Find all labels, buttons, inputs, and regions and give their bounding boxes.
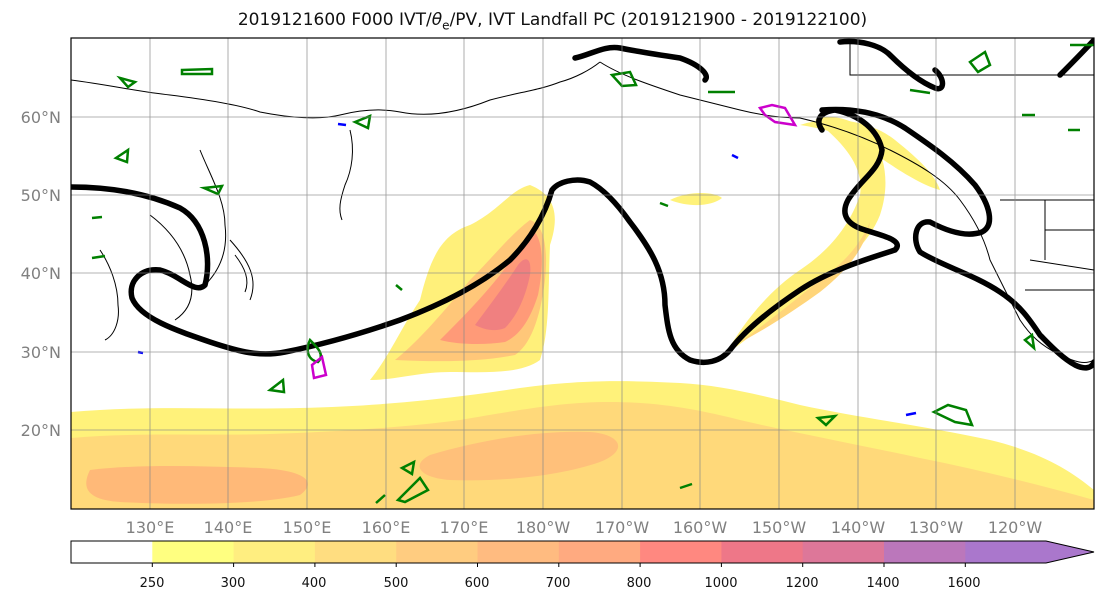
lon-label-180w: 180°W — [516, 518, 571, 537]
lon-label-170e: 170°E — [440, 518, 489, 537]
colorbar-label-600: 600 — [465, 576, 490, 591]
lat-label-60n: 60°N — [21, 108, 61, 127]
colorbar: 250 300 400 500 600 700 800 1000 1200 14… — [70, 540, 1095, 591]
colorbar-segments — [71, 541, 1094, 563]
colorbar-label-1600: 1600 — [947, 576, 980, 591]
ivt-river-central-peak — [475, 259, 531, 331]
colorbar-segment — [640, 541, 722, 563]
lon-label-160e: 160°E — [362, 518, 411, 537]
colorbar-segment — [71, 541, 153, 563]
map-frame — [70, 37, 1095, 510]
ivt-tropical-band-inner — [86, 466, 308, 504]
colorbar-label-400: 400 — [302, 576, 327, 591]
map-title: 2019121600 F000 IVT/θe/PV, IVT Landfall … — [237, 10, 868, 33]
colorbar-label-1400: 1400 — [866, 576, 899, 591]
colorbar-label-700: 700 — [546, 576, 571, 591]
lat-label-40n: 40°N — [21, 264, 61, 283]
graticule — [71, 38, 1094, 509]
colorbar-label-1200: 1200 — [785, 576, 818, 591]
lon-label-130e: 130°E — [126, 518, 175, 537]
lon-label-150w: 150°W — [752, 518, 807, 537]
lon-label-130w: 130°W — [909, 518, 964, 537]
colorbar-label-1000: 1000 — [704, 576, 737, 591]
theta-e-contours — [91, 43, 1094, 504]
colorbar-segment — [314, 541, 397, 563]
colorbar-segment — [152, 541, 235, 563]
colorbar-segment — [558, 541, 641, 563]
colorbar-segment — [802, 541, 885, 563]
colorbar-segment — [721, 541, 804, 563]
colorbar-label-800: 800 — [627, 576, 652, 591]
ivt-tropical-band-inner-2 — [419, 431, 619, 481]
longitude-axis: 130°E 140°E 150°E 160°E 170°E 180°W 170°… — [126, 518, 1043, 537]
lon-label-150e: 150°E — [283, 518, 332, 537]
lon-label-120w: 120°W — [988, 518, 1043, 537]
colorbar-segment — [233, 541, 316, 563]
lon-label-160w: 160°W — [673, 518, 728, 537]
colorbar-label-250: 250 — [140, 576, 165, 591]
lon-label-170w: 170°W — [595, 518, 650, 537]
ivt-landfall-contour — [71, 38, 1094, 371]
latitude-axis: 60°N 50°N 40°N 30°N 20°N — [21, 108, 61, 440]
colorbar-outline — [70, 540, 1095, 564]
pv-positive-contours — [310, 103, 798, 380]
colorbar-labels: 250 300 400 500 600 700 800 1000 1200 14… — [140, 576, 981, 591]
colorbar-segment — [396, 541, 478, 563]
colorbar-label-300: 300 — [221, 576, 246, 591]
colorbar-ticks — [151, 563, 966, 567]
lat-label-50n: 50°N — [21, 186, 61, 205]
lat-label-30n: 30°N — [21, 343, 61, 362]
colorbar-label-500: 500 — [384, 576, 409, 591]
lon-label-140w: 140°W — [831, 518, 886, 537]
lon-label-140e: 140°E — [204, 518, 253, 537]
lat-label-20n: 20°N — [21, 421, 61, 440]
ivt-river-central-core — [440, 232, 542, 345]
ivt-patch-aleutian — [670, 193, 722, 206]
colorbar-extend-arrow — [965, 541, 1094, 563]
ivt-river-east-north — [800, 120, 940, 190]
colorbar-segment — [884, 541, 966, 563]
ivt-river-east — [725, 116, 886, 355]
colorbar-segment — [477, 541, 560, 563]
